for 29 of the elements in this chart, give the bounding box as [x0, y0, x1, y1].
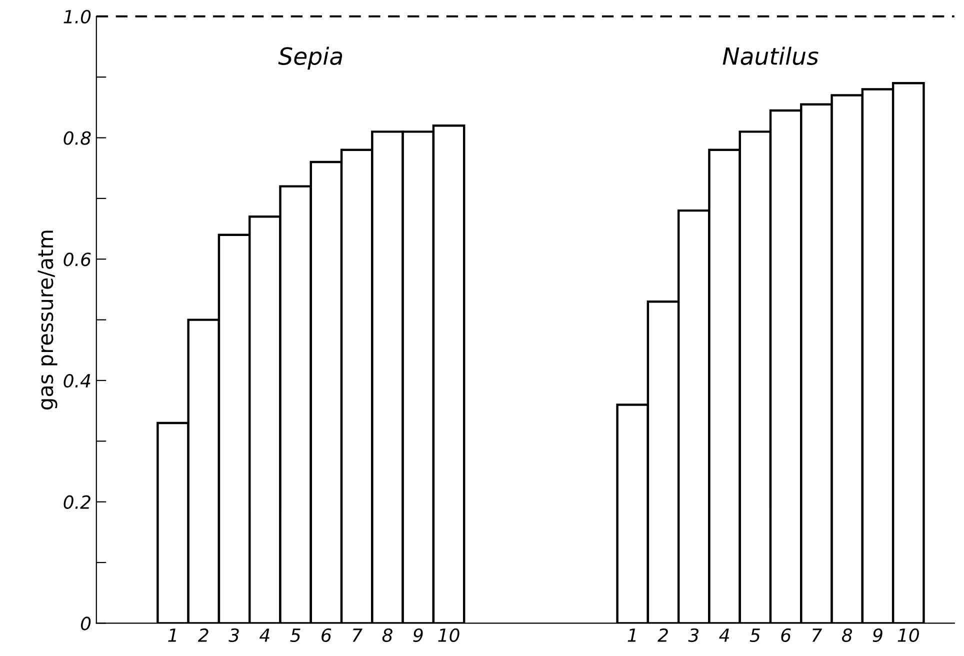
x-tick-label: 8	[842, 628, 852, 642]
x-tick-label: 10	[438, 628, 460, 642]
x-tick-label: 9	[413, 628, 423, 642]
x-tick-label: 1	[628, 628, 636, 642]
x-tick-label: 6	[322, 628, 332, 642]
x-tick-label: 7	[812, 628, 822, 642]
x-tick-label: 4	[260, 628, 270, 642]
x-tick-label: 4	[719, 628, 730, 642]
annotation: Nautilus	[722, 46, 818, 66]
y-tick-label: 0.2	[64, 495, 90, 509]
x-tick-label: 3	[228, 628, 239, 642]
y-tick-label: 0.8	[64, 131, 91, 145]
x-tick-label: 1	[168, 628, 176, 642]
x-tick-label: 2	[658, 628, 668, 642]
x-tick-label: 5	[750, 628, 760, 642]
x-tick-label: 10	[898, 628, 919, 642]
y-axis-title: gas pressure/atm	[38, 230, 58, 410]
annotation: Sepia	[278, 46, 342, 70]
y-tick-label: 0.4	[64, 374, 90, 388]
x-tick-label: 8	[382, 628, 392, 642]
x-tick-label: 5	[290, 628, 300, 642]
x-tick-label: 2	[198, 628, 208, 642]
y-tick-label: 0	[80, 616, 91, 630]
y-tick-label: 1.0	[64, 10, 91, 24]
y-tick-label: 0.6	[64, 252, 91, 266]
x-tick-label: 7	[352, 628, 362, 642]
x-tick-label: 9	[872, 628, 882, 642]
x-tick-label: 6	[781, 628, 791, 642]
x-tick-label: 3	[688, 628, 698, 642]
